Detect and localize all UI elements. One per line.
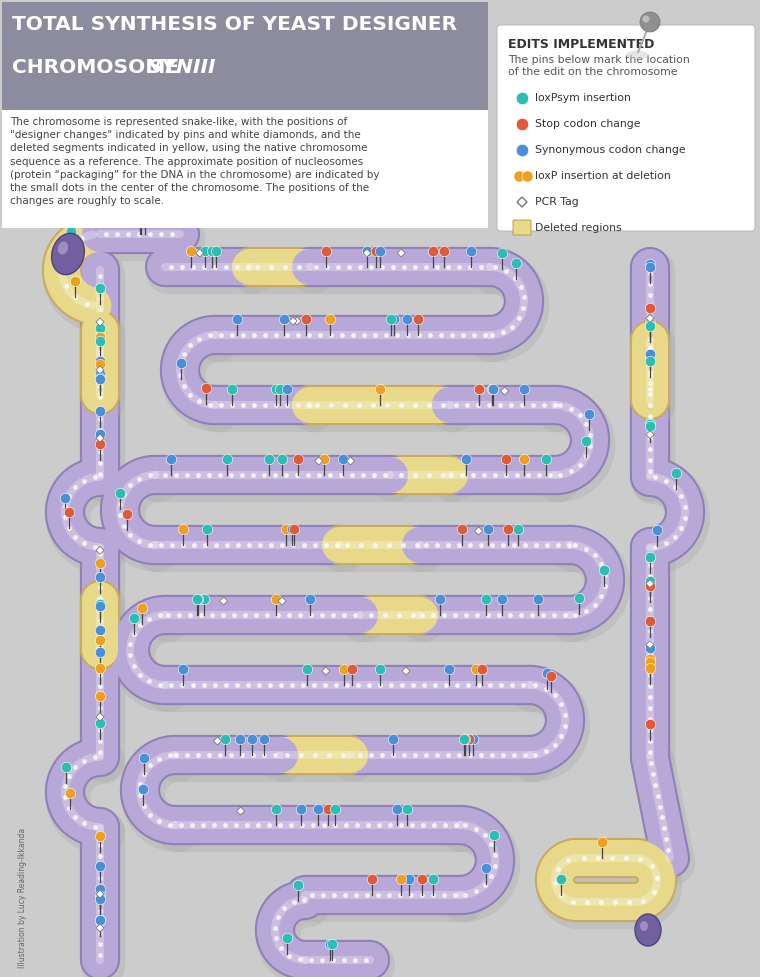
Text: SYNIII: SYNIII	[148, 58, 217, 77]
Polygon shape	[96, 318, 104, 326]
Polygon shape	[214, 737, 221, 745]
Polygon shape	[96, 890, 104, 898]
Text: TOTAL SYNTHESIS OF YEAST DESIGNER: TOTAL SYNTHESIS OF YEAST DESIGNER	[12, 15, 457, 34]
Ellipse shape	[640, 12, 660, 32]
Text: The pins below mark the location
of the edit on the chromosome: The pins below mark the location of the …	[508, 55, 690, 76]
Text: loxP insertion at deletion: loxP insertion at deletion	[535, 171, 671, 181]
Polygon shape	[96, 713, 104, 721]
Polygon shape	[96, 434, 104, 443]
Polygon shape	[220, 597, 227, 605]
Polygon shape	[195, 249, 204, 257]
Polygon shape	[517, 197, 527, 207]
Polygon shape	[646, 579, 654, 587]
Polygon shape	[402, 667, 410, 675]
Polygon shape	[321, 667, 330, 675]
FancyBboxPatch shape	[513, 220, 531, 235]
Polygon shape	[96, 924, 104, 932]
Ellipse shape	[635, 914, 661, 946]
Text: loxPsym insertion: loxPsym insertion	[535, 93, 631, 103]
Text: CHROMOSOME: CHROMOSOME	[12, 58, 186, 77]
Polygon shape	[646, 641, 654, 649]
Polygon shape	[363, 249, 371, 257]
Text: PCR Tag: PCR Tag	[535, 197, 579, 207]
Polygon shape	[236, 807, 245, 815]
FancyBboxPatch shape	[497, 25, 755, 231]
Ellipse shape	[642, 16, 650, 22]
FancyBboxPatch shape	[2, 2, 488, 110]
Polygon shape	[475, 527, 483, 535]
Text: Synonymous codon change: Synonymous codon change	[535, 145, 686, 155]
Ellipse shape	[626, 51, 648, 60]
Polygon shape	[315, 457, 323, 465]
Polygon shape	[646, 315, 654, 322]
FancyBboxPatch shape	[2, 110, 488, 228]
Polygon shape	[96, 546, 104, 554]
Polygon shape	[397, 249, 405, 257]
Text: EDITS IMPLEMENTED: EDITS IMPLEMENTED	[508, 38, 654, 51]
Polygon shape	[646, 431, 654, 439]
Text: Stop codon change: Stop codon change	[535, 119, 641, 129]
Text: Deleted regions: Deleted regions	[535, 223, 622, 233]
Ellipse shape	[52, 234, 84, 275]
Text: Illustration by Lucy Reading-Ikkanda: Illustration by Lucy Reading-Ikkanda	[18, 828, 27, 968]
Polygon shape	[96, 366, 104, 374]
Text: The chromosome is represented snake-like, with the positions of
"designer change: The chromosome is represented snake-like…	[10, 117, 379, 206]
Polygon shape	[501, 387, 508, 395]
Ellipse shape	[58, 241, 68, 254]
Polygon shape	[347, 457, 354, 465]
Polygon shape	[278, 597, 286, 605]
Polygon shape	[289, 317, 297, 325]
Polygon shape	[293, 317, 301, 325]
Ellipse shape	[640, 921, 648, 931]
